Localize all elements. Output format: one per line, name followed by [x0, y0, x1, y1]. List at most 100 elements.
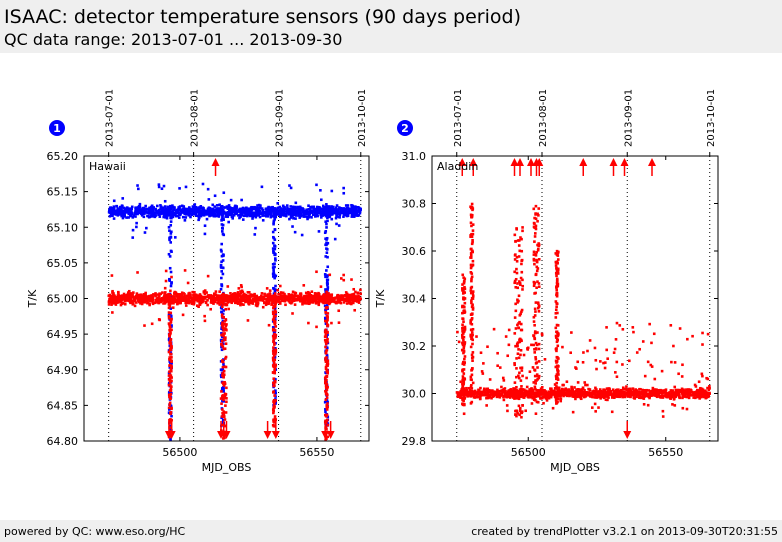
data-point	[326, 318, 329, 322]
data-point	[318, 206, 322, 210]
data-point	[358, 297, 362, 300]
data-point	[271, 266, 275, 269]
data-point	[702, 392, 705, 395]
data-point	[212, 302, 215, 305]
data-point	[163, 300, 167, 304]
data-point	[505, 404, 509, 407]
data-point	[221, 217, 224, 221]
data-point	[324, 288, 327, 292]
data-point	[326, 371, 329, 375]
data-point	[273, 212, 276, 215]
data-point	[142, 292, 146, 296]
data-point	[194, 298, 197, 302]
data-point	[153, 301, 157, 305]
data-point	[158, 294, 161, 298]
data-point	[221, 214, 224, 217]
data-point	[225, 205, 229, 208]
data-point	[235, 210, 239, 213]
data-point	[560, 387, 564, 391]
data-point	[324, 386, 328, 390]
data-point	[306, 215, 309, 219]
data-point	[307, 207, 311, 211]
data-point	[136, 212, 139, 216]
data-point	[324, 328, 328, 332]
data-point	[278, 284, 282, 288]
data-point	[148, 303, 151, 307]
data-point	[291, 209, 294, 213]
data-point	[576, 360, 580, 364]
data-point	[240, 285, 243, 289]
data-point	[206, 303, 209, 307]
data-point	[147, 298, 150, 302]
data-point	[581, 387, 585, 391]
data-point	[597, 406, 600, 409]
data-point	[260, 207, 264, 210]
data-point	[248, 297, 252, 301]
data-point	[293, 293, 296, 297]
data-point	[170, 317, 173, 321]
data-point	[281, 291, 285, 295]
data-point	[312, 210, 315, 213]
data-point	[168, 334, 171, 338]
data-point	[156, 297, 159, 300]
data-point	[180, 208, 183, 212]
data-point	[682, 388, 685, 392]
data-point	[265, 298, 269, 301]
data-point	[273, 245, 277, 248]
data-point	[224, 307, 228, 311]
data-point	[648, 396, 651, 400]
data-point	[604, 391, 608, 395]
data-point	[488, 390, 492, 394]
data-point	[181, 295, 185, 299]
data-point	[344, 204, 348, 207]
data-point	[272, 340, 275, 343]
data-point	[606, 398, 609, 402]
data-point	[142, 215, 146, 219]
data-point	[632, 389, 636, 393]
data-point	[224, 213, 228, 216]
data-point	[223, 338, 227, 342]
data-point	[287, 299, 291, 303]
data-point	[188, 301, 191, 305]
data-point	[538, 394, 541, 398]
data-point	[597, 390, 601, 394]
data-point	[618, 394, 622, 398]
data-point	[203, 224, 207, 228]
data-point	[170, 213, 174, 217]
data-point	[272, 297, 275, 300]
data-point	[277, 292, 280, 296]
data-points	[107, 182, 362, 441]
data-point	[125, 216, 128, 219]
data-point	[321, 297, 325, 301]
data-point	[231, 208, 235, 211]
data-point	[273, 247, 277, 251]
data-point	[296, 211, 299, 215]
data-point	[205, 291, 208, 294]
data-point	[169, 299, 172, 302]
data-point	[271, 328, 275, 332]
data-point	[324, 410, 327, 414]
data-point	[289, 212, 292, 216]
data-point	[272, 377, 276, 381]
data-point	[658, 391, 662, 395]
data-point	[196, 299, 200, 303]
data-point	[220, 333, 223, 337]
data-point	[302, 298, 306, 302]
data-point	[237, 214, 240, 217]
data-point	[176, 214, 180, 218]
data-point	[543, 358, 547, 361]
data-point	[170, 360, 173, 363]
data-point	[319, 298, 323, 301]
data-point	[324, 230, 328, 233]
data-point	[257, 208, 261, 211]
data-point	[283, 213, 286, 216]
data-point	[178, 207, 181, 211]
data-point	[209, 294, 213, 297]
data-point	[539, 387, 543, 391]
data-point	[273, 367, 277, 370]
data-point	[256, 298, 260, 302]
data-point	[201, 300, 204, 304]
data-point	[323, 376, 327, 380]
data-point	[249, 301, 252, 305]
data-point	[220, 254, 224, 258]
